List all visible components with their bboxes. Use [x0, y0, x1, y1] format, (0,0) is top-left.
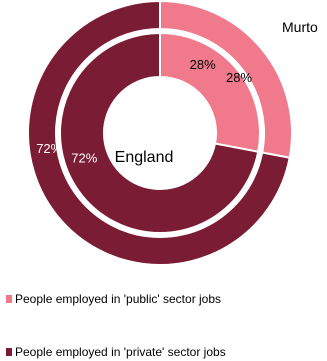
outer-ring-label-public: 28%: [226, 70, 252, 85]
legend-label-public: People employed in 'public' sector jobs: [15, 292, 222, 306]
corner-label: Murto: [282, 19, 318, 35]
inner-ring-label-public: 28%: [190, 57, 216, 72]
legend-item-public: People employed in 'public' sector jobs: [6, 292, 221, 306]
legend-swatch-public: [6, 295, 12, 303]
chart-slice-labels: 28% 72% 28% 72%: [36, 57, 252, 166]
outer-ring-slice-private: [27, 0, 291, 266]
legend-item-private: People employed in 'private' sector jobs: [6, 345, 226, 359]
legend-swatch-private: [6, 348, 12, 356]
legend-label-private: People employed in 'private' sector jobs: [15, 345, 226, 359]
inner-ring-slice-public: [159, 31, 261, 153]
chart-slices: [27, 0, 293, 266]
inner-ring-slice-private: [59, 31, 260, 234]
outer-ring-label-private: 72%: [36, 141, 62, 156]
center-label: England: [115, 149, 174, 166]
inner-ring-label-private: 72%: [71, 150, 97, 165]
